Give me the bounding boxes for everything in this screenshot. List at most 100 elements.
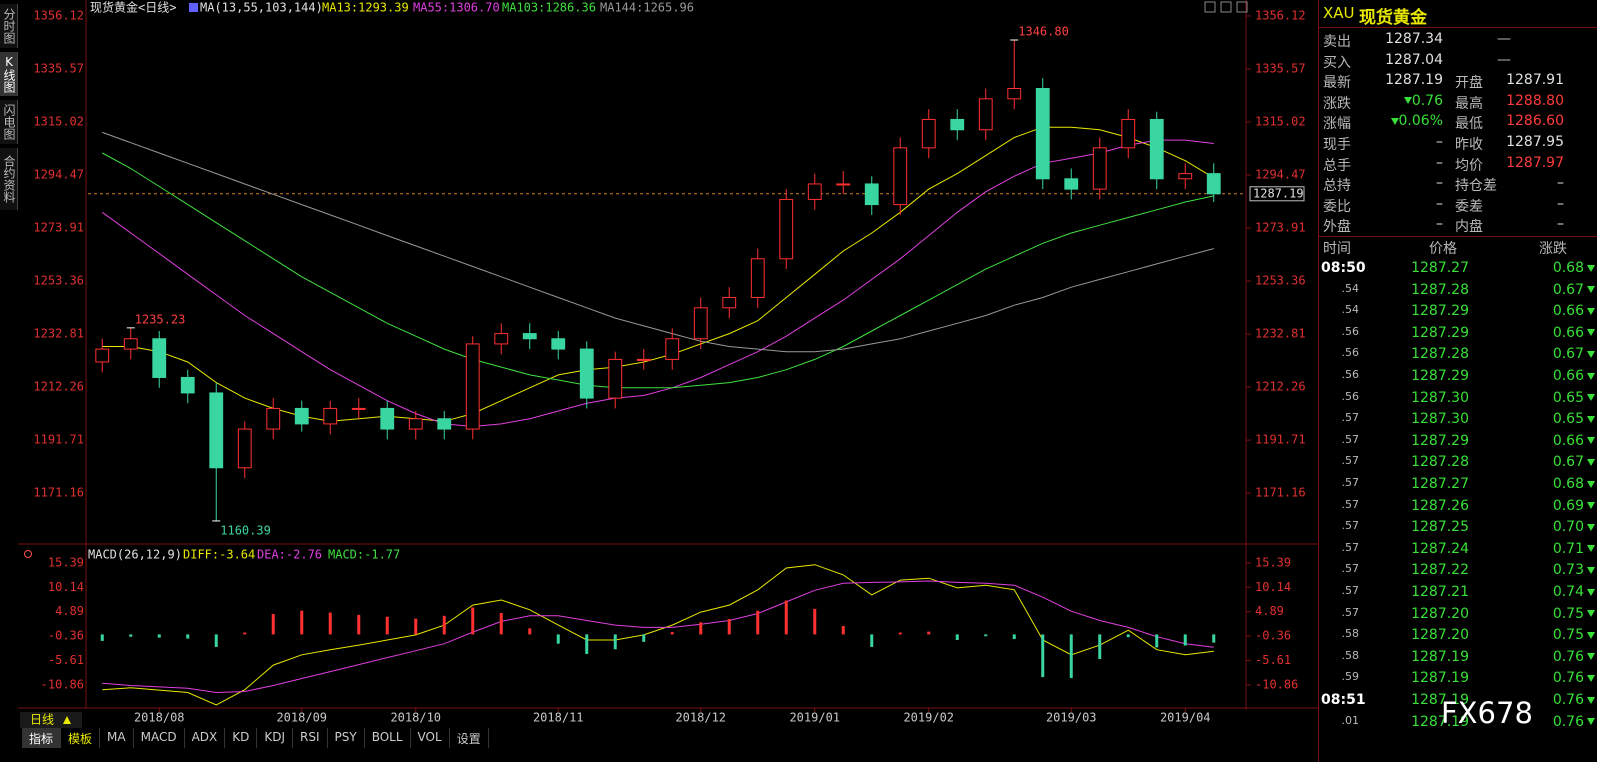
quote-label: — <box>1497 51 1511 68</box>
y-tick-label: 10.14 <box>1255 580 1291 594</box>
window-button[interactable] <box>1220 1 1232 13</box>
tick-change: 0.76 <box>1499 714 1595 730</box>
y-tick-label: -0.36 <box>48 629 84 643</box>
tick-price: 1287.30 <box>1411 389 1469 406</box>
toolbar-button[interactable]: KDJ <box>257 728 294 748</box>
y-tick-label: 10.14 <box>48 580 84 594</box>
tick-price: 1287.20 <box>1411 627 1469 644</box>
y-tick-label: 1273.91 <box>1255 221 1306 235</box>
ma-line <box>102 131 1214 353</box>
tick-change: 0.66 <box>1499 325 1595 341</box>
toolbar-button[interactable]: ADX <box>185 728 226 748</box>
macd-bar <box>927 631 931 635</box>
candle-body <box>1092 147 1107 190</box>
macd-bar <box>585 634 589 654</box>
window-button[interactable] <box>1236 1 1248 13</box>
quote-label: 委差 <box>1455 198 1483 215</box>
candle-body <box>579 348 594 399</box>
candle-body <box>722 296 737 309</box>
settings-icon[interactable] <box>24 550 32 558</box>
tick-price: 1287.26 <box>1411 497 1469 514</box>
y-tick-label: -5.61 <box>1255 653 1291 667</box>
quote-value: 1287.91 <box>1506 72 1564 89</box>
toolbar-button[interactable]: KD <box>225 728 258 748</box>
candle-body <box>950 118 965 131</box>
tick-time: .57 <box>1341 432 1360 446</box>
macd-line <box>102 564 1214 706</box>
macd-bar <box>642 634 646 642</box>
macd-bar <box>186 634 190 639</box>
quote-label: 总手 <box>1323 157 1351 174</box>
toolbar-button[interactable]: 模板 <box>61 728 101 748</box>
y-tick-label: 1294.47 <box>33 168 84 182</box>
y-tick-label: 1356.12 <box>33 8 84 22</box>
candle-body <box>779 198 794 260</box>
tick-price: 1287.21 <box>1411 584 1469 600</box>
extreme-label: 1235.23 <box>135 312 186 326</box>
quote-name: 现货黄金 <box>1359 8 1427 28</box>
candle-body <box>665 338 680 360</box>
candle-body <box>551 338 566 350</box>
macd-bar <box>1155 634 1159 648</box>
tab-timeshare[interactable]: 分时图 <box>0 4 18 48</box>
tick-time: .57 <box>1341 411 1360 425</box>
toolbar-button[interactable]: MA <box>100 728 134 748</box>
quote-label: 内盘 <box>1455 219 1483 236</box>
quote-label: 最新 <box>1323 75 1351 92</box>
tick-time: .56 <box>1341 368 1360 381</box>
macd-title: MACD(26,12,9) <box>88 548 182 562</box>
quote-label: 最高 <box>1455 95 1483 112</box>
candle-body <box>294 407 309 425</box>
y-tick-label: 1212.26 <box>33 380 84 394</box>
tick-price: 1287.28 <box>1411 454 1469 471</box>
window-button[interactable] <box>1204 1 1216 13</box>
candle-body <box>266 407 281 430</box>
macd-line <box>102 580 1214 694</box>
y-tick-label: 1273.91 <box>33 221 84 235</box>
toolbar-button[interactable]: MACD <box>134 728 185 748</box>
tick-change: 0.67 <box>1499 282 1595 298</box>
quote-label: 现手 <box>1323 137 1351 153</box>
toolbar-button[interactable]: VOL <box>411 728 450 748</box>
divider <box>1319 236 1597 237</box>
macd-bar <box>1041 634 1045 678</box>
macd-bar <box>1012 634 1016 640</box>
tick-time: .56 <box>1341 346 1360 360</box>
y-tick-label: 1335.57 <box>33 61 84 75</box>
tab-kline[interactable]: K线图 <box>0 52 18 96</box>
candle-body <box>380 407 395 430</box>
tick-header: 价格 <box>1429 241 1457 257</box>
tab-contract[interactable]: 合约资料 <box>0 148 18 210</box>
tick-change: 0.75 <box>1499 627 1595 643</box>
tab-flash[interactable]: 闪电图 <box>0 100 18 144</box>
macd-bar <box>556 634 560 644</box>
tick-price: 1287.20 <box>1411 605 1469 622</box>
macd-bar <box>955 634 959 640</box>
candle-body <box>893 147 908 206</box>
toolbar-button[interactable]: 设置 <box>450 728 489 748</box>
y-tick-label: 1191.71 <box>33 433 84 447</box>
toolbar-button[interactable]: 指标 <box>22 728 62 748</box>
x-tick-label: 2019/01 <box>789 711 840 725</box>
quote-label: 总持 <box>1323 178 1351 195</box>
candle-body <box>978 98 993 131</box>
macd-bar <box>1212 634 1216 643</box>
tick-time: .56 <box>1341 389 1360 403</box>
candle-body <box>1121 118 1136 149</box>
quote-value: 0.76 <box>1363 93 1443 109</box>
toolbar-button[interactable]: BOLL <box>365 728 411 748</box>
indicator-label: MA(13,55,103,144) <box>200 1 323 15</box>
macd-bar <box>784 600 788 635</box>
tick-change: 0.74 <box>1499 584 1595 600</box>
tick-change: 0.71 <box>1499 541 1595 557</box>
candle-body <box>180 376 195 394</box>
tick-change: 0.66 <box>1499 303 1595 319</box>
toolbar-button[interactable]: RSI <box>293 728 328 748</box>
y-tick-label: 1253.36 <box>33 274 84 288</box>
candle-body <box>351 407 366 410</box>
tick-time: 08:51 <box>1321 692 1366 708</box>
quote-value: – <box>1436 175 1443 192</box>
macd-bar <box>727 619 731 635</box>
toolbar-button[interactable]: PSY <box>328 728 365 748</box>
candle-body <box>807 183 822 200</box>
